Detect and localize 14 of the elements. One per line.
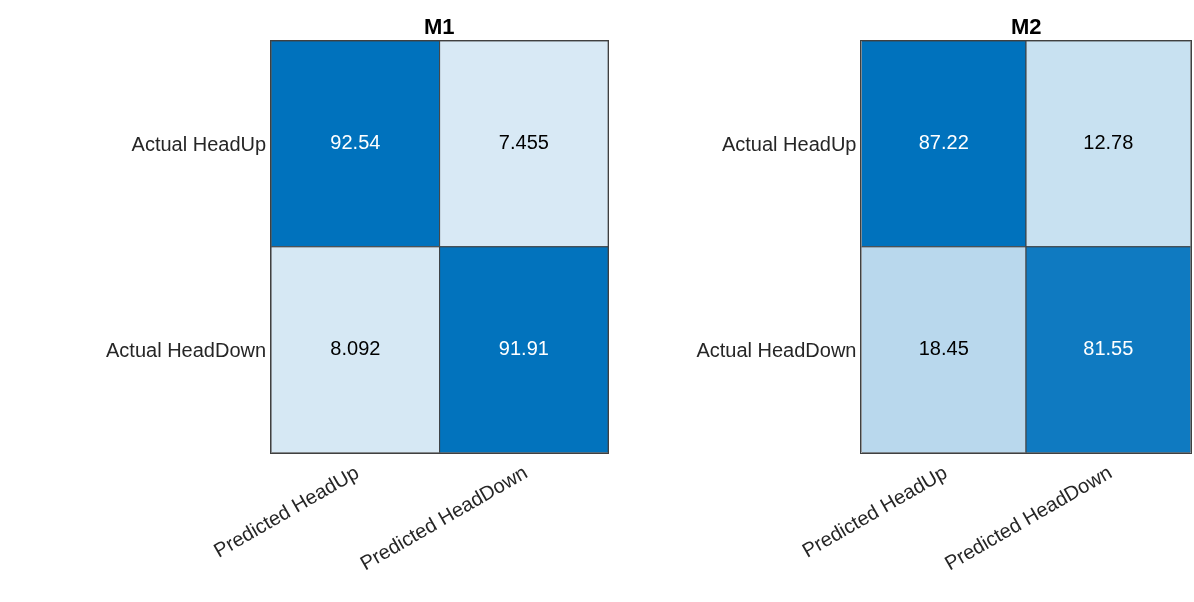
- chart-title: M2: [1011, 14, 1042, 39]
- data-label: 92.54: [330, 130, 381, 153]
- data-label: 7.455: [498, 130, 549, 153]
- data-label: 12.78: [1083, 130, 1134, 153]
- y-tick-label: Actual HeadUp: [131, 132, 267, 155]
- y-tick-label: Actual HeadUp: [721, 132, 857, 155]
- chart-title: M1: [424, 14, 455, 39]
- data-label: 81.55: [1083, 336, 1134, 359]
- data-label: 8.092: [330, 336, 381, 359]
- y-tick-label: Actual HeadDown: [696, 338, 857, 361]
- data-label: 18.45: [918, 336, 969, 359]
- data-label: 91.91: [498, 336, 549, 359]
- data-label: 87.22: [918, 130, 969, 153]
- y-tick-label: Actual HeadDown: [106, 338, 267, 361]
